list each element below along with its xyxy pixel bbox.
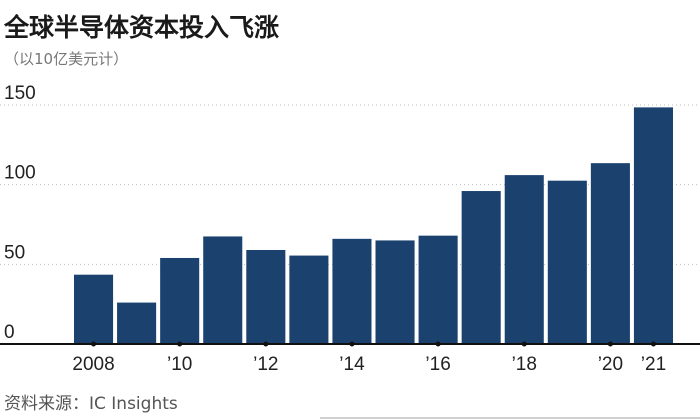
chart-title: 全球半导体资本投入飞涨 xyxy=(4,13,280,42)
bar-2021 xyxy=(633,107,673,344)
bar-2011 xyxy=(203,236,243,344)
x-tick-label: 2008 xyxy=(72,354,114,375)
x-tick-mark xyxy=(91,341,97,347)
bar-2010 xyxy=(160,257,200,344)
bar-2013 xyxy=(289,255,329,344)
x-axis-ticks: 2008 ’10 ’12 ’14 ’16 ’18 ’20 ’21 xyxy=(72,341,666,375)
y-axis-ticks: 0 50 100 150 xyxy=(4,83,36,343)
y-tick-label: 50 xyxy=(4,242,25,263)
bar-2019 xyxy=(547,180,587,344)
x-tick-label: ’16 xyxy=(425,354,450,375)
x-tick-label: ’18 xyxy=(512,354,537,375)
gridlines xyxy=(0,104,700,265)
x-tick-mark xyxy=(435,341,441,347)
x-tick-mark xyxy=(177,341,183,347)
chart-subtitle: （以10亿美元计） xyxy=(4,50,129,68)
bar-2012 xyxy=(246,249,286,344)
x-tick-label: ’20 xyxy=(598,354,623,375)
y-tick-label: 150 xyxy=(4,83,36,104)
x-tick-mark xyxy=(650,341,656,347)
x-tick-label: ’12 xyxy=(253,354,278,375)
x-tick-mark xyxy=(607,341,613,347)
bar-2018 xyxy=(504,175,544,344)
bar-2017 xyxy=(461,191,501,344)
x-tick-label: ’21 xyxy=(641,354,666,375)
x-tick-mark xyxy=(521,341,527,347)
x-tick-label: ’14 xyxy=(339,354,365,375)
y-tick-label: 0 xyxy=(4,322,15,343)
bar-chart: 0 50 100 150 2008 ’10 ’12 ’14 ’16 ’18 ’20 ’21 xyxy=(0,83,700,375)
bar-2020 xyxy=(590,163,630,344)
footer-divider xyxy=(320,417,700,419)
bar-2008 xyxy=(74,274,114,344)
bars xyxy=(74,107,673,344)
bar-2014 xyxy=(332,238,372,344)
source-note: 资料来源：IC Insights xyxy=(4,394,178,414)
bar-2016 xyxy=(418,235,458,344)
bar-2009 xyxy=(117,302,157,344)
y-tick-label: 100 xyxy=(4,163,36,184)
bar-2015 xyxy=(375,240,415,344)
x-tick-label: ’10 xyxy=(167,354,192,375)
x-tick-mark xyxy=(349,341,355,347)
x-tick-mark xyxy=(263,341,269,347)
